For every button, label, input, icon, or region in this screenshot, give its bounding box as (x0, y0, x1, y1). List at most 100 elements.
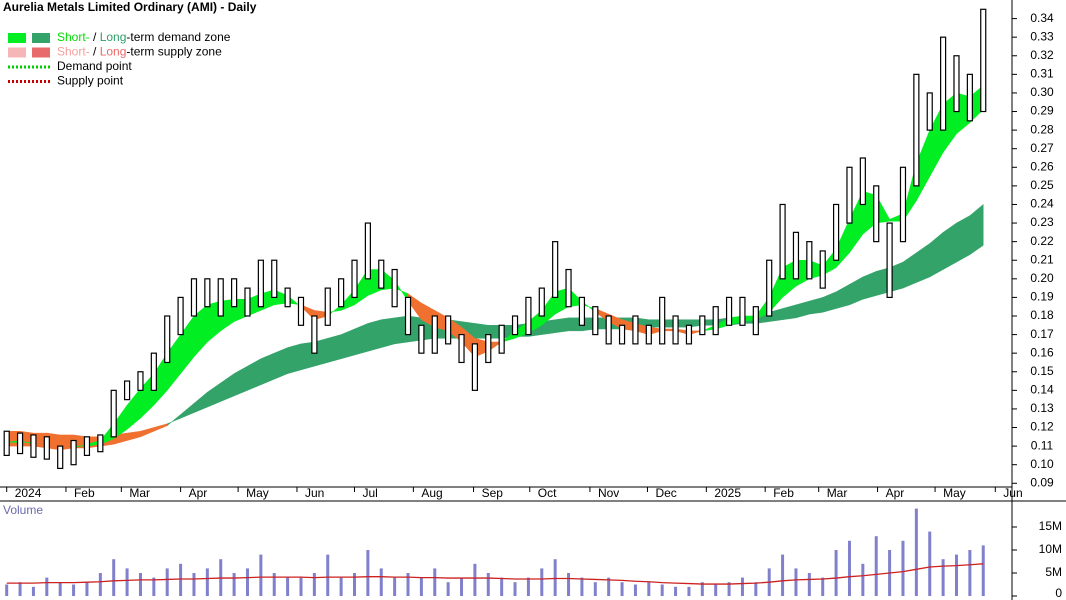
legend-swatch (32, 47, 50, 58)
price-bar (792, 231, 800, 280)
volume-bar (674, 586, 678, 596)
price-bar (204, 278, 211, 308)
y-tick-label: 0.23 (1030, 215, 1054, 229)
volume-bar (968, 550, 972, 596)
price-bar (123, 380, 131, 401)
volume-bar (58, 582, 62, 596)
x-tick-label: 2024 (15, 486, 42, 500)
legend-swatch (8, 33, 26, 43)
volume-bar (31, 586, 35, 596)
volume-bar (312, 573, 316, 596)
y-tick-label: 0.18 (1030, 308, 1054, 322)
price-bar (97, 434, 104, 453)
volume-bar (553, 559, 557, 596)
volume-bar (245, 568, 249, 596)
volume-bar (526, 577, 530, 596)
x-tick-label: Feb (773, 486, 794, 500)
price-bar (766, 259, 773, 317)
price-bar (672, 315, 679, 345)
y-tick-label: 0.17 (1030, 327, 1054, 341)
legend-label: Supply point (57, 74, 124, 88)
y-tick-label: 0.16 (1030, 345, 1054, 359)
y-tick-label: 0.25 (1030, 178, 1054, 192)
price-bar (3, 430, 10, 457)
volume-bar (460, 577, 464, 596)
legend-background (0, 0, 240, 88)
x-tick-label: Jun (305, 486, 324, 500)
volume-bar (914, 508, 918, 596)
price-bar (311, 315, 318, 354)
volume-bar (138, 573, 142, 596)
price-bar (284, 287, 291, 308)
price-bar (16, 432, 24, 455)
price-bar (431, 315, 438, 354)
volume-bar (152, 577, 156, 596)
long-zone (956, 215, 971, 263)
price-bar (632, 315, 639, 345)
axes: 0.09 0.10 0.11 0.12 0.13 0.14 0.15 0.16 0.17 0.18… (6, 11, 1062, 600)
price-bar (538, 287, 545, 317)
volume-bar (393, 577, 397, 596)
price-bar (846, 166, 853, 224)
x-tick-label: Sep (482, 486, 504, 500)
volume-bar (513, 582, 517, 596)
x-tick-label: Dec (655, 486, 676, 500)
y-tick-label: 0.14 (1030, 383, 1054, 397)
x-tick-label: Feb (74, 486, 95, 500)
price-bar (364, 222, 371, 280)
volume-bar (366, 550, 370, 596)
volume-bar (727, 582, 731, 596)
legend-label: Short- / Long-term supply zone (57, 45, 222, 59)
price-bar (832, 203, 840, 261)
legend-text: Demand point (57, 59, 132, 73)
volume-tick-label: 5M (1045, 565, 1062, 579)
price-bar (378, 259, 385, 289)
volume-bar (500, 577, 504, 596)
y-tick-label: 0.26 (1030, 159, 1054, 173)
volume-bar (379, 568, 383, 596)
price-bar (418, 324, 425, 354)
x-tick-label: 2025 (714, 486, 741, 500)
volume-bar (861, 563, 865, 596)
legend-text: / (90, 45, 100, 59)
price-bar (257, 259, 264, 308)
volume-bar (299, 577, 303, 596)
price-bar (913, 73, 920, 187)
volume-bar (954, 554, 958, 596)
price-bar (525, 296, 532, 336)
price-bar (926, 92, 933, 131)
price-bar (980, 8, 987, 113)
x-tick-label: Jun (1003, 486, 1022, 500)
price-bar (391, 268, 398, 308)
price-bar (605, 315, 612, 345)
legend-text: -term demand zone (126, 30, 230, 44)
volume-bar (272, 573, 276, 596)
price-bar (966, 73, 973, 122)
y-tick-label: 0.33 (1030, 29, 1054, 43)
long-zone (327, 334, 342, 363)
volume-label: Volume (3, 503, 43, 517)
legend-text: / (90, 30, 100, 44)
price-bar (618, 324, 626, 345)
price-bar (297, 296, 305, 326)
volume-bar (981, 545, 985, 596)
price-bar (498, 324, 505, 354)
y-tick-label: 0.31 (1030, 67, 1054, 81)
price-bar (164, 315, 171, 364)
price-bar (819, 250, 826, 289)
volume-bar (740, 577, 744, 596)
long-zone (367, 319, 382, 352)
volume-bar (567, 573, 571, 596)
volume-bar (821, 577, 825, 596)
price-bar (43, 436, 50, 460)
price-bar (244, 287, 251, 317)
y-tick-label: 0.15 (1030, 364, 1054, 378)
volume-bar (473, 563, 477, 596)
volume-bar (18, 582, 22, 596)
volume-bar (834, 550, 838, 596)
volume-bar (259, 554, 263, 596)
x-tick-label: Jul (363, 486, 378, 500)
legend-swatch (32, 33, 50, 43)
volume-bar (593, 582, 597, 596)
